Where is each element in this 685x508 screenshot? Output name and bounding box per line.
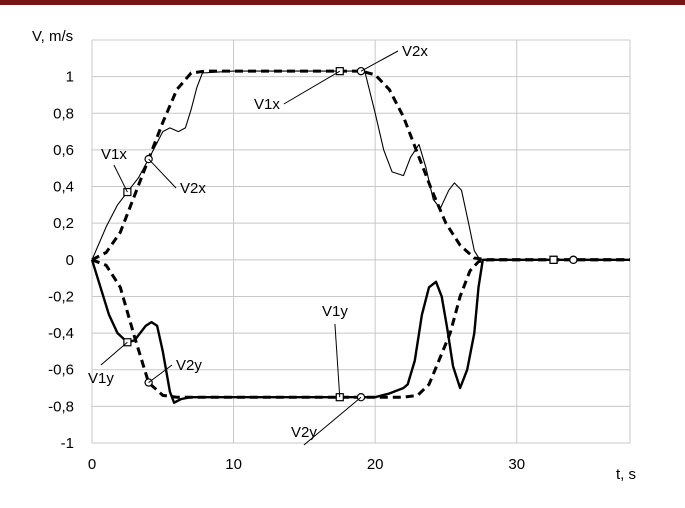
y-tick-label: -0,6 <box>48 362 74 379</box>
annotations: V1x V2x V1x V2x V1y V2y V1y V2y <box>88 43 428 446</box>
annotation-leader <box>303 396 362 446</box>
annotation-leader <box>113 164 128 193</box>
annotation-leader <box>283 70 341 105</box>
series-line-v2y <box>91 258 630 399</box>
annotation-leader <box>148 158 177 189</box>
y-tick-label: 1 <box>66 69 74 86</box>
x-axis-label: t, s <box>616 466 636 483</box>
series-line-v1x <box>91 70 630 261</box>
marker-v1y <box>549 255 558 264</box>
y-tick-label: -0,8 <box>48 398 74 415</box>
series-line-v2x <box>91 69 630 262</box>
annotation-v1x: V1x <box>101 146 127 163</box>
y-axis-label: V, m/s <box>32 28 73 45</box>
annotation-v1y: V1y <box>322 303 348 320</box>
annotation-v2x: V2x <box>180 180 206 197</box>
annotation-v2y: V2y <box>291 424 317 441</box>
x-tick-label: 0 <box>88 456 96 473</box>
axes: 1 0,8 0,6 0,4 0,2 0 -0,2 -0,4 -0,6 -0,8 -1 0 10 20 30 <box>48 69 525 473</box>
annotation-leader <box>360 50 399 72</box>
series-markers <box>123 66 578 402</box>
top-border-bar <box>0 0 685 5</box>
marker-v2y <box>144 378 153 387</box>
marker-v1x <box>123 187 132 197</box>
annotation-v2x: V2x <box>402 43 428 60</box>
annotation-v2y: V2y <box>176 357 202 374</box>
y-tick-label: -1 <box>61 435 74 452</box>
y-tick-label: -0,2 <box>48 288 74 305</box>
annotation-v1y: V1y <box>88 370 114 387</box>
x-tick-label: 20 <box>367 456 384 473</box>
annotation-v1x: V1x <box>254 96 280 113</box>
y-tick-label: 0,4 <box>53 179 74 196</box>
annotation-leader <box>334 323 341 398</box>
y-tick-label: 0,8 <box>53 105 74 122</box>
marker-v2y <box>569 255 578 265</box>
y-tick-label: 0,2 <box>53 215 74 232</box>
y-tick-label: 0,6 <box>53 142 74 159</box>
annotation-leader <box>100 341 128 366</box>
x-tick-label: 30 <box>508 456 525 473</box>
y-tick-label: -0,4 <box>48 325 74 342</box>
series-line-v1y <box>90 258 630 404</box>
grid <box>91 39 631 444</box>
annotation-leader <box>148 364 173 383</box>
y-tick-label: 0 <box>66 252 74 269</box>
velocity-chart: 10,80,60,40,20-0,2-0,4-0,6-0,8-10 10 20 30 … <box>32 28 636 483</box>
series-lines <box>90 69 630 404</box>
x-tick-label: 10 <box>225 456 242 473</box>
